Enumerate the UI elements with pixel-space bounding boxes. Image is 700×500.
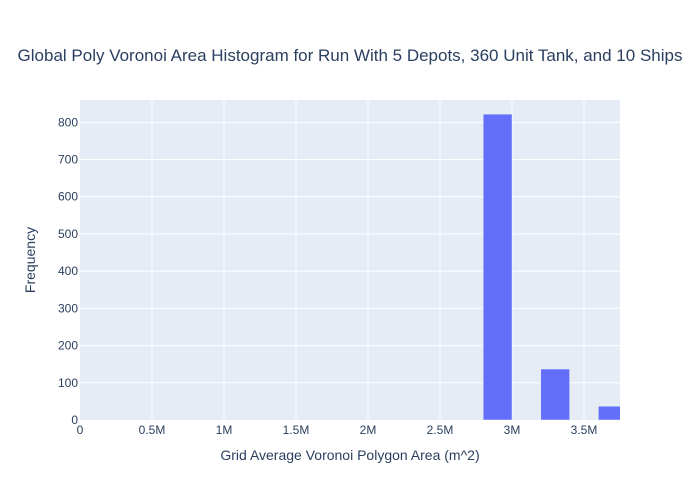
y-axis-ticks: 0 100 200 300 400 500 600 700 800	[58, 115, 78, 427]
y-tick-label: 100	[58, 376, 78, 390]
bars	[482, 113, 620, 420]
y-axis-title: Frequency	[22, 227, 38, 293]
x-tick-label: 1.5M	[283, 423, 310, 437]
x-tick-label: 3M	[504, 423, 521, 437]
x-tick-label: 2M	[360, 423, 377, 437]
y-tick-label: 700	[58, 153, 78, 167]
x-tick-label: 1M	[216, 423, 233, 437]
y-tick-label: 800	[58, 115, 78, 129]
x-tick-label: 3.5M	[571, 423, 598, 437]
x-axis-title: Grid Average Voronoi Polygon Area (m^2)	[220, 447, 479, 463]
y-tick-label: 500	[58, 227, 78, 241]
y-tick-label: 300	[58, 301, 78, 315]
x-axis-ticks: 0 0.5M 1M 1.5M 2M 2.5M 3M 3.5M	[77, 423, 598, 437]
y-tick-label: 0	[71, 413, 78, 427]
x-tick-label: 0.5M	[139, 423, 166, 437]
histogram-bar	[482, 113, 513, 420]
x-tick-label: 0	[77, 423, 84, 437]
x-tick-label: 2.5M	[427, 423, 454, 437]
chart-title: Global Poly Voronoi Area Histogram for R…	[17, 46, 683, 65]
y-tick-label: 600	[58, 190, 78, 204]
histogram-bar	[598, 405, 620, 420]
plot-area	[80, 100, 620, 420]
y-tick-label: 400	[58, 264, 78, 278]
grid-lines	[80, 100, 620, 420]
histogram-bar	[540, 368, 570, 420]
y-tick-label: 200	[58, 339, 78, 353]
